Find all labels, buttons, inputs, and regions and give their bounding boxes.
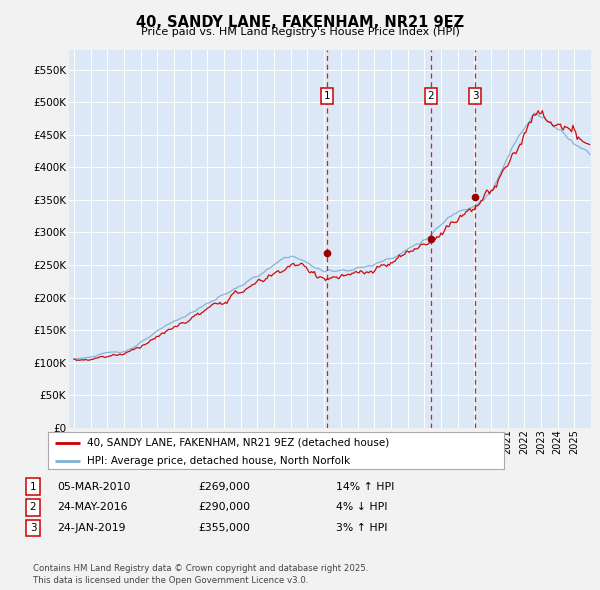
- Text: 2: 2: [427, 91, 434, 101]
- Text: 1: 1: [29, 482, 37, 491]
- Text: 24-JAN-2019: 24-JAN-2019: [57, 523, 125, 533]
- Text: 4% ↓ HPI: 4% ↓ HPI: [336, 503, 388, 512]
- Text: 3: 3: [472, 91, 479, 101]
- Text: 14% ↑ HPI: 14% ↑ HPI: [336, 482, 394, 491]
- Text: 05-MAR-2010: 05-MAR-2010: [57, 482, 131, 491]
- Text: 3: 3: [29, 523, 37, 533]
- Text: 40, SANDY LANE, FAKENHAM, NR21 9EZ: 40, SANDY LANE, FAKENHAM, NR21 9EZ: [136, 15, 464, 30]
- Text: HPI: Average price, detached house, North Norfolk: HPI: Average price, detached house, Nort…: [87, 456, 350, 466]
- Text: 1: 1: [323, 91, 331, 101]
- Text: £269,000: £269,000: [198, 482, 250, 491]
- Text: 2: 2: [29, 503, 37, 512]
- Text: £290,000: £290,000: [198, 503, 250, 512]
- Text: 24-MAY-2016: 24-MAY-2016: [57, 503, 128, 512]
- Text: 3% ↑ HPI: 3% ↑ HPI: [336, 523, 388, 533]
- Text: 40, SANDY LANE, FAKENHAM, NR21 9EZ (detached house): 40, SANDY LANE, FAKENHAM, NR21 9EZ (deta…: [87, 438, 389, 448]
- Text: £355,000: £355,000: [198, 523, 250, 533]
- Text: Contains HM Land Registry data © Crown copyright and database right 2025.
This d: Contains HM Land Registry data © Crown c…: [33, 565, 368, 585]
- Text: Price paid vs. HM Land Registry's House Price Index (HPI): Price paid vs. HM Land Registry's House …: [140, 27, 460, 37]
